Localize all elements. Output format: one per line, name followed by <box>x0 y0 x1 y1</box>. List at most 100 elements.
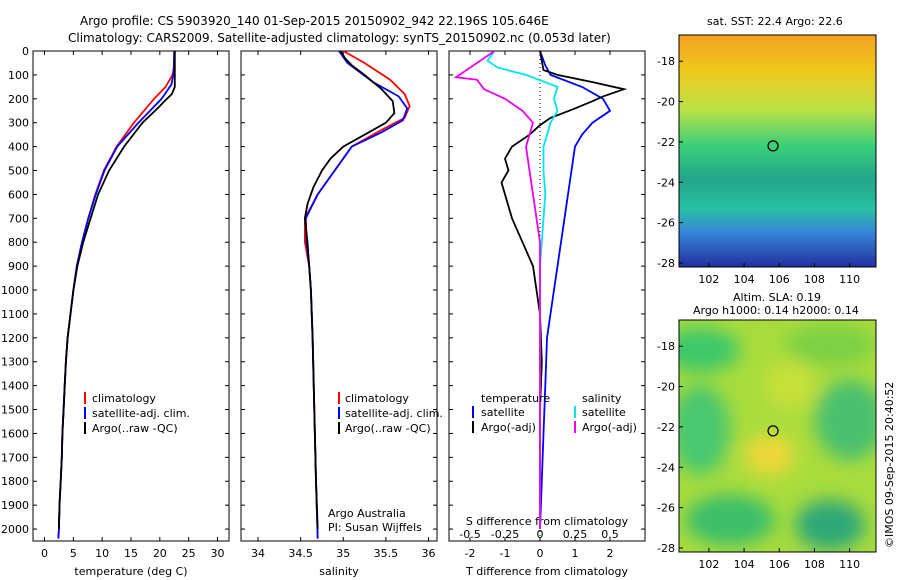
y-tick-label: 0 <box>22 45 29 58</box>
s-tick-label: 0.25 <box>563 528 588 541</box>
x-tick-label: 35.5 <box>374 547 399 560</box>
map-y-tick-label: -24 <box>657 176 675 189</box>
temperature-series-group <box>57 51 176 539</box>
map-y-tick-label: -28 <box>657 542 675 555</box>
legend-title-salinity: salinity <box>582 392 622 405</box>
sst-field <box>679 35 876 267</box>
sla-blob <box>745 435 795 475</box>
sst_map-frame <box>678 34 877 268</box>
legend-label-climatology: climatology <box>92 392 156 405</box>
difference-xlabel: T difference from climatology <box>465 565 628 578</box>
sla-map-title: Altim. SLA: 0.19 <box>733 291 821 304</box>
sla-blob <box>795 500 865 550</box>
salinity-panel: 34 34.5 35 35.5 36 salinity <box>240 50 438 578</box>
figure-title-line1: Argo profile: CS 5903920_140 01-Sep-2015… <box>80 14 549 28</box>
y-tick-label: 400 <box>8 141 29 154</box>
temperature-panel: 0 5 10 15 20 25 300100200300400500600700800900… <box>1 45 230 578</box>
map-x-tick-label: 106 <box>769 558 790 571</box>
map-x-tick-label: 102 <box>698 273 719 286</box>
x-tick-label: 36 <box>421 547 435 560</box>
x-tick-label: 15 <box>124 547 138 560</box>
x-tick-label: 5 <box>70 547 77 560</box>
temperature-panel-frame <box>32 50 230 542</box>
salinity-series-group <box>303 51 411 539</box>
figure-title-line2: Climatology: CARS2009. Satellite-adjuste… <box>68 31 611 45</box>
series-line-climatology <box>57 51 176 539</box>
x-tick-label: -1 <box>500 547 511 560</box>
salinity-legend: climatology satellite-adj. clim. Argo(..… <box>338 392 443 435</box>
y-tick-label: 1400 <box>1 380 29 393</box>
y-tick-label: 500 <box>8 165 29 178</box>
sla-blob <box>765 360 815 410</box>
series-line-temperature-argo-adj- <box>500 51 628 529</box>
sla_map-frame <box>678 319 877 553</box>
y-tick-label: 2000 <box>1 523 29 536</box>
map-x-tick-label: 110 <box>839 558 860 571</box>
map-y-tick-label: -20 <box>657 381 675 394</box>
map-y-tick-label: -18 <box>657 55 675 68</box>
map-x-tick-label: 108 <box>804 558 825 571</box>
temperature-legend: climatology satellite-adj. clim. Argo(..… <box>84 392 190 435</box>
sst-map <box>679 35 876 267</box>
map-x-tick-label: 108 <box>804 273 825 286</box>
series-line-salinity-satellite <box>486 51 559 529</box>
series-line-satellite-adj-clim- <box>57 51 176 539</box>
x-tick-label: 20 <box>153 547 167 560</box>
x-tick-label: 34.5 <box>288 547 313 560</box>
legend-label-sal-argo: Argo(-adj) <box>582 421 637 434</box>
credit-text: ©IMOS 09-Sep-2015 20:40:52 <box>883 382 896 548</box>
legend-label-argo: Argo(..raw -QC) <box>345 422 431 435</box>
sla-map-subtitle: Argo h1000: 0.14 h2000: 0.14 <box>693 304 859 317</box>
salinity-annotation-line1: Argo Australia <box>328 507 406 520</box>
y-tick-label: 1500 <box>1 404 29 417</box>
legend-label-satellite: satellite-adj. clim. <box>92 407 190 420</box>
map-x-tick-label: 106 <box>769 273 790 286</box>
s-tick-label: 0.5 <box>601 528 619 541</box>
y-tick-label: 200 <box>8 93 29 106</box>
y-tick-label: 900 <box>8 260 29 273</box>
y-tick-label: 800 <box>8 236 29 249</box>
x-tick-label: 34 <box>251 547 265 560</box>
legend-title-temperature: temperature <box>481 392 550 405</box>
x-tick-label: 10 <box>95 547 109 560</box>
map-y-tick-label: -28 <box>657 257 675 270</box>
y-tick-label: 100 <box>8 69 29 82</box>
map-y-tick-label: -26 <box>657 217 675 230</box>
x-tick-label: 1 <box>572 547 579 560</box>
difference-panel: -2 -1 0 1 2 T difference from climatology S di… <box>448 50 646 578</box>
sla-map <box>679 320 876 552</box>
salinity-annotation-line2: PI: Susan Wijffels <box>328 521 422 534</box>
y-tick-label: 1000 <box>1 284 29 297</box>
sst-map-title: sat. SST: 22.4 Argo: 22.6 <box>707 15 843 28</box>
sla-blob <box>679 385 730 475</box>
x-tick-label: 0 <box>537 547 544 560</box>
y-tick-label: 300 <box>8 117 29 130</box>
s-difference-label: S difference from climatology <box>466 515 629 528</box>
y-tick-label: 1800 <box>1 475 29 488</box>
argo-location-marker <box>767 425 779 437</box>
map-x-tick-label: 110 <box>839 273 860 286</box>
map-y-tick-label: -22 <box>657 421 675 434</box>
series-line-climatology <box>304 51 411 539</box>
legend-label-satellite: satellite-adj. clim. <box>345 407 443 420</box>
salinity-panel-frame <box>240 50 438 542</box>
series-line-argo-raw-qc- <box>303 51 396 530</box>
s-tick-label: 0 <box>537 528 544 541</box>
series-line-argo-raw-qc- <box>58 51 176 530</box>
sla-blob <box>785 325 875 365</box>
y-tick-label: 1200 <box>1 332 29 345</box>
map-y-tick-label: -18 <box>657 340 675 353</box>
y-tick-label: 1700 <box>1 451 29 464</box>
map-y-tick-label: -20 <box>657 96 675 109</box>
sst-noise <box>679 35 876 267</box>
legend-label-temp-satellite: satellite <box>481 406 525 419</box>
y-tick-label: 600 <box>8 188 29 201</box>
y-tick-label: 700 <box>8 212 29 225</box>
x-tick-label: -2 <box>465 547 476 560</box>
x-tick-label: 0 <box>41 547 48 560</box>
legend-label-argo: Argo(..raw -QC) <box>92 422 178 435</box>
sla-blob <box>685 495 775 545</box>
x-tick-label: 35 <box>336 547 350 560</box>
map-y-tick-label: -22 <box>657 136 675 149</box>
